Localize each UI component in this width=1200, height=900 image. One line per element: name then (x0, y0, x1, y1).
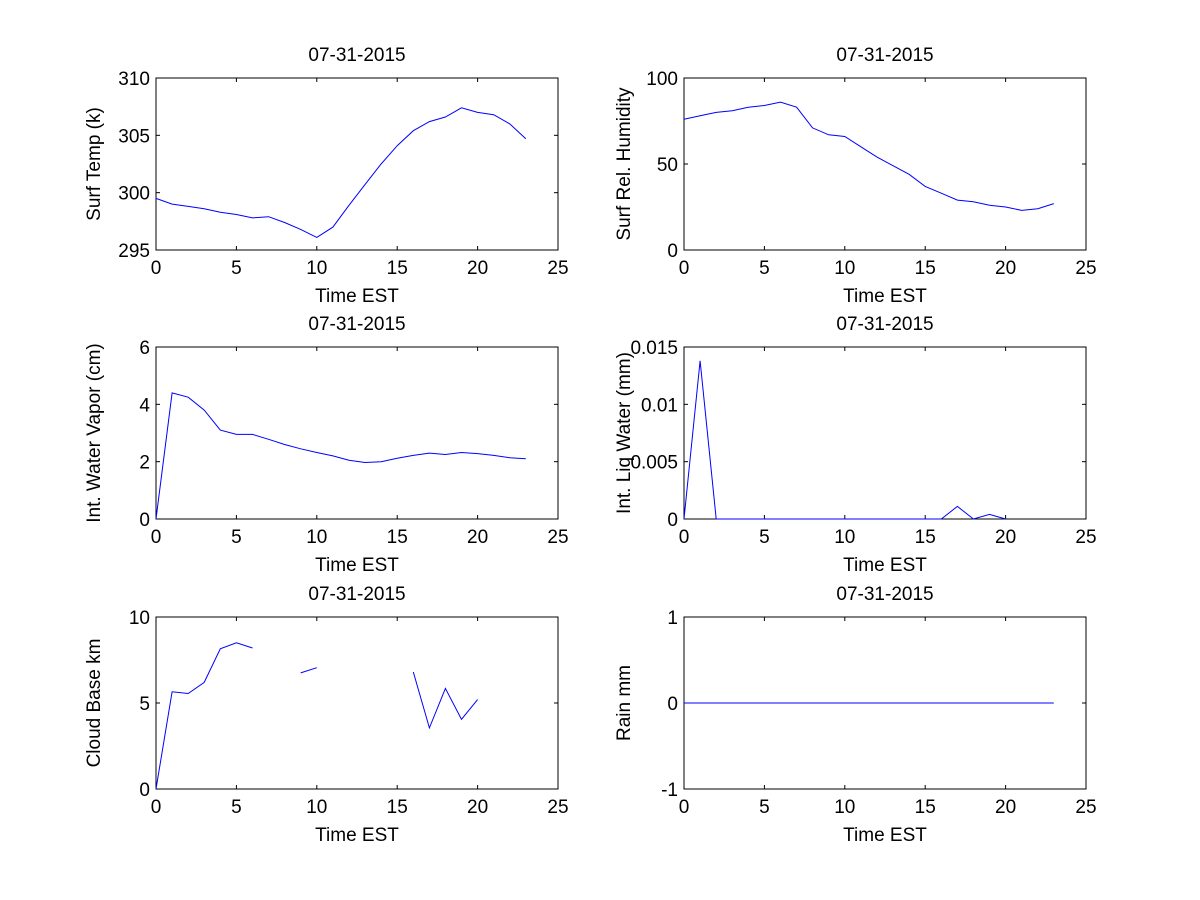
y-tick-label: 0 (667, 694, 678, 715)
series-line (683, 101, 1054, 211)
x-tick-label: 20 (995, 527, 1016, 548)
x-tick-label: 10 (834, 258, 855, 279)
chart-title: 07-31-2015 (836, 314, 933, 335)
x-tick-label: 25 (547, 797, 568, 818)
x-tick-label: 10 (834, 797, 855, 818)
x-axis-label: Time EST (843, 286, 927, 307)
y-tick-label: -1 (661, 780, 678, 801)
x-tick-label: 25 (1075, 258, 1096, 279)
y-tick-label: 295 (118, 241, 150, 262)
series-line (155, 642, 253, 790)
series-line (300, 667, 317, 674)
y-tick-label: 0 (139, 780, 150, 801)
x-tick-label: 0 (151, 527, 162, 548)
x-tick-label: 0 (151, 797, 162, 818)
x-tick-label: 15 (387, 527, 408, 548)
x-tick-label: 10 (306, 797, 327, 818)
plot-frame (155, 616, 559, 790)
x-tick-label: 15 (387, 797, 408, 818)
x-tick-label: 5 (231, 527, 242, 548)
x-tick-label: 0 (679, 258, 690, 279)
x-tick-label: 15 (387, 258, 408, 279)
x-tick-label: 5 (231, 797, 242, 818)
subplot-3: 0 5 10 15 20 25 0 2 4 6 07-31-2015 Time EST Int. Wat… (84, 314, 569, 576)
y-tick-label: 4 (139, 395, 150, 416)
y-tick-label: 0 (667, 241, 678, 262)
x-tick-label: 15 (915, 527, 936, 548)
plot-frame (155, 77, 559, 251)
x-tick-label: 20 (467, 797, 488, 818)
chart-title: 07-31-2015 (836, 584, 933, 605)
x-tick-label: 20 (467, 258, 488, 279)
x-tick-label: 25 (547, 258, 568, 279)
subplot-1: 0 5 10 15 20 25 295 300 305 310 07-31-2015 Time EST… (84, 45, 569, 307)
x-axis-label: Time EST (843, 825, 927, 846)
y-tick-label: 300 (118, 184, 150, 205)
y-tick-label: 0 (139, 510, 150, 531)
y-tick-label: 1 (667, 608, 678, 629)
x-tick-label: 10 (306, 527, 327, 548)
x-tick-label: 15 (915, 258, 936, 279)
chart-title: 07-31-2015 (308, 314, 405, 335)
y-axis-label: Rain mm (614, 665, 635, 741)
x-tick-label: 0 (151, 258, 162, 279)
y-tick-label: 0 (667, 510, 678, 531)
series-line (683, 360, 1006, 520)
y-tick-label: 100 (646, 69, 678, 90)
x-tick-label: 20 (995, 258, 1016, 279)
plot-frame (683, 77, 1087, 251)
y-tick-label: 5 (139, 694, 150, 715)
plot-frame (683, 346, 1087, 520)
series-line (155, 392, 526, 520)
x-tick-label: 0 (679, 527, 690, 548)
y-tick-label: 0.01 (641, 395, 678, 416)
subplot-5: 0 5 10 15 20 25 0 5 10 07-31-2015 Time EST Cloud Ba… (84, 584, 569, 846)
subplot-4: 0 5 10 15 20 25 0 0.005 0.01 0.015 07-31-2015 Time … (614, 314, 1097, 576)
chart-title: 07-31-2015 (308, 584, 405, 605)
plot-frame (155, 346, 559, 520)
x-axis-label: Time EST (315, 825, 399, 846)
x-tick-label: 5 (759, 258, 770, 279)
x-tick-label: 10 (834, 527, 855, 548)
y-axis-label: Int. Water Vapor (cm) (84, 343, 105, 522)
x-tick-label: 20 (467, 527, 488, 548)
y-tick-label: 0.005 (630, 453, 678, 474)
y-axis-label: Cloud Base km (84, 639, 105, 768)
x-tick-label: 25 (1075, 527, 1096, 548)
x-tick-label: 20 (995, 797, 1016, 818)
y-axis-label: Surf Rel. Humidity (614, 87, 635, 241)
x-tick-label: 15 (915, 797, 936, 818)
x-axis-label: Time EST (843, 555, 927, 576)
x-axis-label: Time EST (315, 286, 399, 307)
chart-title: 07-31-2015 (308, 45, 405, 66)
y-tick-label: 10 (129, 608, 150, 629)
y-axis-label: Int. Liq Water (mm) (614, 352, 635, 514)
x-tick-label: 0 (679, 797, 690, 818)
y-tick-label: 0.015 (630, 338, 678, 359)
y-tick-label: 2 (139, 453, 150, 474)
x-tick-label: 25 (1075, 797, 1096, 818)
y-tick-label: 305 (118, 126, 150, 147)
x-axis-label: Time EST (315, 555, 399, 576)
x-tick-label: 5 (759, 527, 770, 548)
y-tick-label: 310 (118, 69, 150, 90)
x-tick-label: 25 (547, 527, 568, 548)
series-line (155, 107, 527, 238)
y-axis-label: Surf Temp (k) (84, 107, 105, 221)
x-tick-label: 5 (759, 797, 770, 818)
y-tick-label: 50 (657, 155, 678, 176)
x-tick-label: 10 (306, 258, 327, 279)
x-tick-label: 5 (231, 258, 242, 279)
y-tick-label: 6 (139, 338, 150, 359)
series-line (412, 671, 478, 730)
chart-title: 07-31-2015 (836, 45, 933, 66)
subplot-2: 0 5 10 15 20 25 0 50 100 07-31-2015 Time EST Surf R… (614, 45, 1097, 307)
